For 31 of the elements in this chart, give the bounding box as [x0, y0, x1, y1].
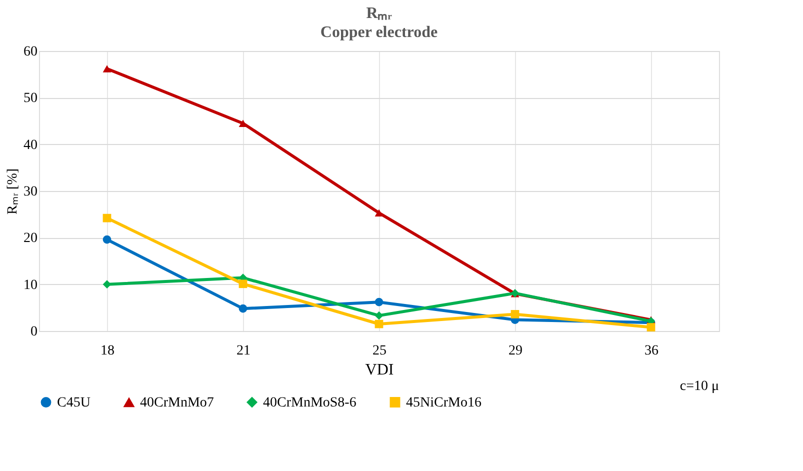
chart-title: Rₘᵣ — [366, 5, 392, 22]
legend-label: 40CrMnMo7 — [140, 396, 214, 410]
y-axis-title: Rₘᵣ [%] — [6, 168, 20, 215]
point — [102, 65, 112, 72]
y-tick-label: 30 — [24, 184, 38, 200]
x-tick-label: 18 — [100, 344, 114, 358]
point — [646, 323, 656, 332]
text: c=10 μ — [680, 379, 719, 394]
point — [238, 304, 248, 313]
x-axis-title: VDI — [365, 362, 394, 378]
legend-label: 45NiCrMo16 — [406, 395, 482, 410]
point — [102, 214, 112, 222]
x-tick-label: 36 — [644, 344, 658, 358]
y-tick-label: 0 — [30, 324, 38, 340]
x-tick-label: 29 — [508, 344, 522, 358]
y-tick-label: 20 — [24, 231, 38, 246]
point — [510, 310, 520, 318]
legend-label: 40CrMnMoS8-6 — [263, 395, 356, 410]
chart-subtitle: Copper electrode — [320, 24, 438, 41]
point — [238, 280, 248, 288]
y-tick-label: 60 — [24, 44, 38, 60]
point — [374, 311, 384, 320]
y-tick-label: 10 — [24, 278, 38, 293]
legend-label: C45U — [57, 395, 90, 410]
x-tick-label: 25 — [372, 344, 386, 358]
y-tick-label: 40 — [24, 138, 38, 153]
x-tick-label: 21 — [236, 344, 250, 358]
y-tick-label: 50 — [24, 91, 38, 106]
point — [102, 235, 112, 244]
point — [374, 298, 384, 306]
point — [374, 320, 384, 328]
